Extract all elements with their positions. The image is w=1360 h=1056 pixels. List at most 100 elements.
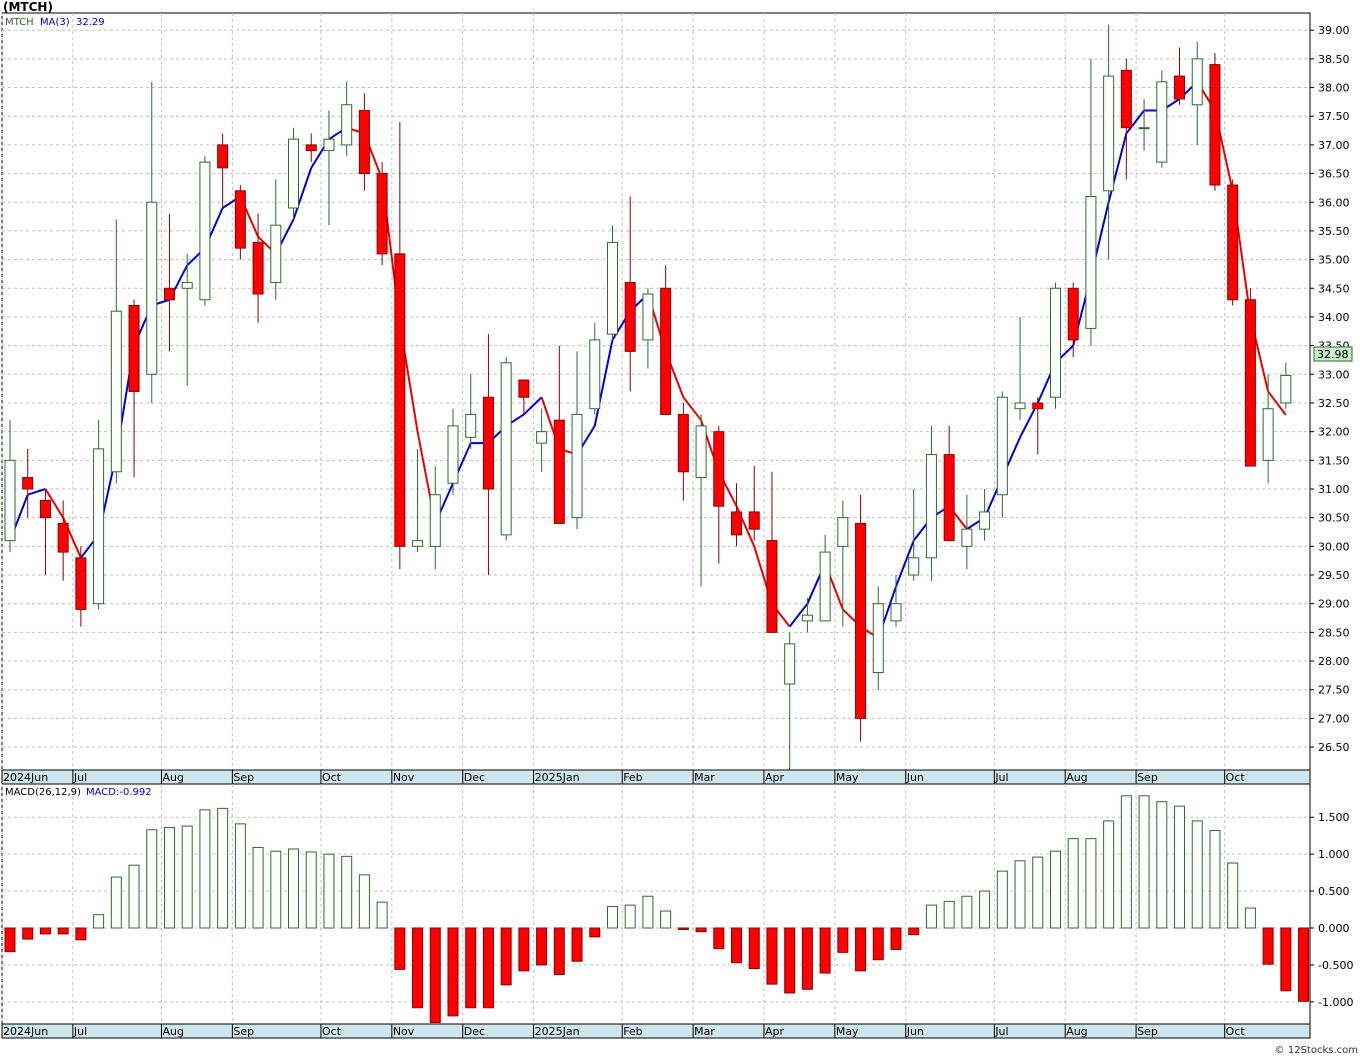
candle-body	[624, 282, 636, 352]
candle-body	[748, 511, 760, 530]
candle-body	[908, 557, 920, 576]
macd-bar	[925, 904, 937, 929]
x-tick-label: May	[836, 771, 859, 784]
x-tick-label: Nov	[393, 771, 415, 784]
macd-bar	[217, 807, 229, 929]
macd-bar	[1103, 820, 1115, 929]
candle-body	[22, 477, 34, 490]
candlestick	[93, 420, 105, 610]
date-axis-band-bottom	[1, 1023, 1311, 1039]
candle-body	[1103, 75, 1115, 192]
macd-bar	[766, 927, 778, 985]
macd-bar	[1244, 907, 1256, 929]
price-grid	[1, 13, 1310, 770]
candle-body	[979, 511, 991, 530]
candle-body	[1262, 408, 1274, 461]
candle-body	[394, 253, 406, 547]
candle-body	[518, 379, 530, 398]
x-tick-label: 2024Jun	[3, 1025, 48, 1038]
candlestick	[784, 632, 796, 770]
candlestick	[465, 374, 477, 449]
candle-body	[606, 241, 618, 335]
x-tick-label: Oct	[1226, 1025, 1246, 1038]
candle-body	[961, 528, 973, 547]
candle-body	[925, 454, 937, 559]
candlestick	[624, 196, 636, 392]
ma-segment	[788, 603, 809, 628]
candle-body	[465, 413, 477, 438]
candle-body	[872, 603, 884, 674]
price-panel-frame	[1, 12, 1311, 771]
ma-segment	[682, 396, 702, 421]
legend-symbol: MTCH	[5, 17, 34, 28]
y-tick-label: 27.00	[1318, 712, 1350, 725]
macd-bar	[39, 927, 51, 935]
candlesticks	[4, 24, 1292, 770]
candlestick	[146, 81, 158, 403]
macd-bar	[358, 874, 370, 929]
candlestick	[819, 534, 831, 622]
candle-body	[996, 396, 1008, 496]
macd-bar	[837, 927, 849, 953]
candlestick	[996, 391, 1008, 518]
x-tick-label: Jun	[906, 1025, 924, 1038]
macd-axis-ticks: -1.000 -0.500 0.000 0.500 1.000 1.500	[1310, 811, 1353, 1009]
y-tick-label: 29.50	[1318, 569, 1350, 582]
candlestick	[642, 288, 654, 369]
macd-bar	[482, 927, 494, 1009]
candlestick	[890, 575, 902, 627]
macd-bar	[979, 890, 991, 929]
candle-body	[252, 241, 264, 295]
x-tick-label: Oct	[322, 771, 342, 784]
candlestick	[1032, 397, 1044, 455]
x-tick-label: Mar	[694, 1025, 715, 1038]
candlestick	[270, 179, 282, 300]
candlestick	[606, 225, 618, 340]
candle-body	[1280, 374, 1292, 404]
y-tick-label: 38.00	[1318, 82, 1350, 95]
candle-body	[713, 431, 725, 507]
candlestick	[801, 597, 813, 633]
macd-bar	[1262, 927, 1274, 965]
macd-bar	[1280, 927, 1292, 992]
ma-segment	[523, 396, 543, 416]
candlestick	[660, 265, 672, 415]
x-tick-label: Sep	[233, 1025, 254, 1038]
x-tick-label: Apr	[765, 771, 785, 784]
ma-segment	[895, 540, 915, 587]
candle-body	[305, 144, 317, 152]
candle-body	[1227, 184, 1239, 301]
macd-bar	[819, 927, 831, 974]
candle-body	[1120, 69, 1132, 129]
macd-bar	[146, 829, 158, 929]
macd-bar	[642, 895, 654, 929]
candlestick	[57, 500, 69, 581]
y-tick-label: 32.00	[1318, 426, 1350, 439]
x-tick-label: Dec	[464, 771, 485, 784]
macd-bar	[996, 870, 1008, 929]
macd-bar	[518, 927, 530, 972]
x-tick-label: Apr	[765, 1025, 785, 1038]
y-tick-label: 37.00	[1318, 139, 1350, 152]
macd-legend-value: MACD:-0.992	[86, 787, 152, 798]
x-tick-label: Nov	[393, 1025, 415, 1038]
macd-bar	[1209, 830, 1221, 929]
macd-bar	[784, 927, 796, 994]
macd-bar	[500, 927, 512, 986]
candle-body	[1209, 64, 1221, 186]
candle-body	[163, 287, 175, 301]
last-price-label: 32.98	[1317, 348, 1349, 361]
macd-bar	[890, 927, 902, 950]
macd-bar	[943, 900, 955, 929]
macd-bar	[1298, 927, 1310, 1002]
candlestick	[305, 133, 317, 163]
macd-bar	[1227, 862, 1239, 929]
y-tick-label: 0.000	[1318, 922, 1350, 935]
last-price-badge-box	[1313, 346, 1353, 362]
macd-panel: -1.000 -0.500 0.000 0.500 1.000 1.500 MACD(26…	[1, 783, 1353, 1025]
candle-body	[660, 287, 672, 415]
y-tick-label: 32.50	[1318, 397, 1350, 410]
candlestick	[518, 379, 530, 415]
price-panel: 26.50 27.00 27.50 28.00 28.50 29.00 29.50 30.00…	[1, 12, 1353, 771]
